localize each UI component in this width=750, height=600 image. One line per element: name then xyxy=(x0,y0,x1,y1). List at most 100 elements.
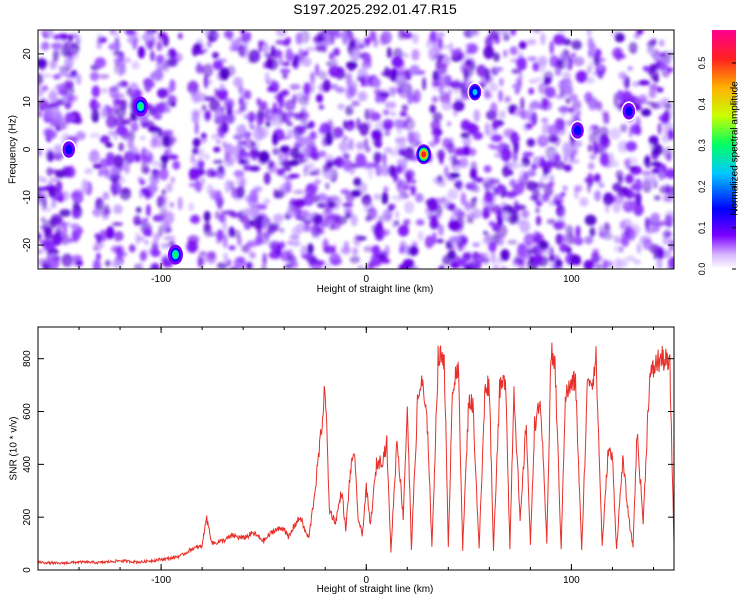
spectrogram-cell xyxy=(395,210,400,219)
spectrogram-cell xyxy=(392,47,403,59)
spectrogram-cell xyxy=(451,154,457,167)
spectrogram-cell xyxy=(491,134,503,143)
spectrogram-cell xyxy=(115,82,122,89)
spectrogram-cell xyxy=(650,102,661,110)
spectrogram-cell xyxy=(203,221,211,233)
spectrogram-cell xyxy=(627,228,633,234)
spectrogram-cell xyxy=(357,265,365,269)
spectrogram-cell xyxy=(586,30,592,37)
spectrogram-cell xyxy=(364,108,370,121)
spectrogram-cell xyxy=(628,41,638,54)
spectrogram-cell xyxy=(139,179,146,185)
spectrogram-cell xyxy=(84,168,94,175)
spectrogram-cell xyxy=(40,177,47,183)
spectrogram-cell xyxy=(150,249,161,257)
spectrogram-cell xyxy=(164,149,169,157)
spectrogram-cell xyxy=(438,265,445,269)
spectrogram-cell xyxy=(526,248,538,254)
spectrogram-cell xyxy=(476,64,487,77)
spectrogram-cell xyxy=(353,234,362,247)
spectrogram-cell xyxy=(380,71,391,77)
spectrogram-cell xyxy=(112,177,118,184)
spectrogram-cell xyxy=(44,111,57,118)
spectrogram-cell xyxy=(553,153,561,163)
spectrogram-cell xyxy=(250,150,262,157)
spectrogram-cell xyxy=(239,158,248,165)
spectrogram-cell xyxy=(454,147,466,157)
spectrogram-cell xyxy=(309,130,317,140)
spectrogram-cell xyxy=(511,68,522,74)
spectrogram-cell xyxy=(514,87,520,95)
spectrogram-cell xyxy=(518,70,523,85)
colorbar-tick-label: 0.5 xyxy=(697,57,707,70)
spectrogram-cell xyxy=(359,122,369,136)
spectrogram-cell xyxy=(88,150,100,164)
spectrogram-cell xyxy=(663,230,672,238)
spectrogram-cell xyxy=(612,47,623,60)
spectrogram-cell xyxy=(352,247,359,256)
spectrogram-cell xyxy=(594,190,602,202)
spectrogram-cell xyxy=(642,175,652,190)
spectrogram-cell xyxy=(150,137,157,149)
spectrogram-cell xyxy=(465,182,477,190)
spectrogram-cell xyxy=(235,124,245,137)
snr-x-tick-label: 100 xyxy=(563,575,580,586)
snr-y-tick-label: 200 xyxy=(22,508,33,525)
spectrogram-cell xyxy=(284,99,296,112)
spectrogram-cell xyxy=(275,30,288,37)
spectrogram-cell xyxy=(243,138,254,149)
spectrogram-cell xyxy=(294,125,306,135)
spectrogram-cell xyxy=(218,214,225,223)
spectrogram-cell xyxy=(648,135,659,145)
spectrogram-cell xyxy=(557,234,567,244)
spectrogram-cell xyxy=(280,89,290,97)
spectrogram-cell xyxy=(433,133,441,145)
spectrogram-cell xyxy=(104,204,110,215)
spectrogram-cell xyxy=(157,88,168,99)
spectrogram-hotspot xyxy=(421,151,427,158)
spectrogram-cell xyxy=(297,153,305,159)
spectrogram-cell xyxy=(301,253,312,259)
spectrogram-cell xyxy=(141,147,147,159)
spectrogram-cell xyxy=(599,57,606,63)
spectrogram-cell xyxy=(587,162,595,171)
spectrogram-cell xyxy=(197,256,204,268)
spectrogram-cell xyxy=(448,220,461,231)
spectrogram-cell xyxy=(98,74,110,79)
spectrogram-cell xyxy=(571,39,582,51)
spectrogram-cell xyxy=(543,77,552,85)
spectrogram-cell xyxy=(661,50,671,62)
colorbar-tick-label: 0.2 xyxy=(697,180,707,193)
spectrogram-cell xyxy=(113,131,118,141)
spectrogram-cell xyxy=(50,214,62,225)
spectrogram-cell xyxy=(651,143,663,156)
spectrogram-cell xyxy=(214,87,219,99)
spectrogram-cell xyxy=(224,209,236,216)
spectrogram-cell xyxy=(145,80,155,89)
spectrogram-cell xyxy=(501,190,508,196)
spectrogram-cell xyxy=(460,132,470,139)
spectrogram-cell xyxy=(75,73,82,86)
spectrogram-cell xyxy=(466,217,474,224)
spectrogram-cell xyxy=(472,242,481,248)
spectrogram-cell xyxy=(540,33,546,46)
spectrogram-cell xyxy=(473,177,484,183)
spectrogram-cell xyxy=(124,57,132,63)
spectrogram-cell xyxy=(653,75,659,83)
spectrogram-cell xyxy=(357,67,368,79)
spectrogram-y-tick-label: -20 xyxy=(22,237,33,252)
spectrogram-cell xyxy=(109,30,116,36)
spectrogram-cell xyxy=(586,182,591,194)
spectrogram-cell xyxy=(438,37,443,49)
spectrogram-cell xyxy=(437,129,442,136)
spectrogram-cell xyxy=(75,37,81,45)
spectrogram-cell xyxy=(584,214,597,226)
spectrogram-cell xyxy=(146,204,151,217)
spectrogram-cell xyxy=(50,42,63,50)
spectrogram-cell xyxy=(666,153,672,162)
spectrogram-cell xyxy=(485,35,494,49)
spectrogram-cell xyxy=(262,252,267,266)
spectrogram-cell xyxy=(530,100,541,110)
spectrogram-cell xyxy=(642,239,653,250)
